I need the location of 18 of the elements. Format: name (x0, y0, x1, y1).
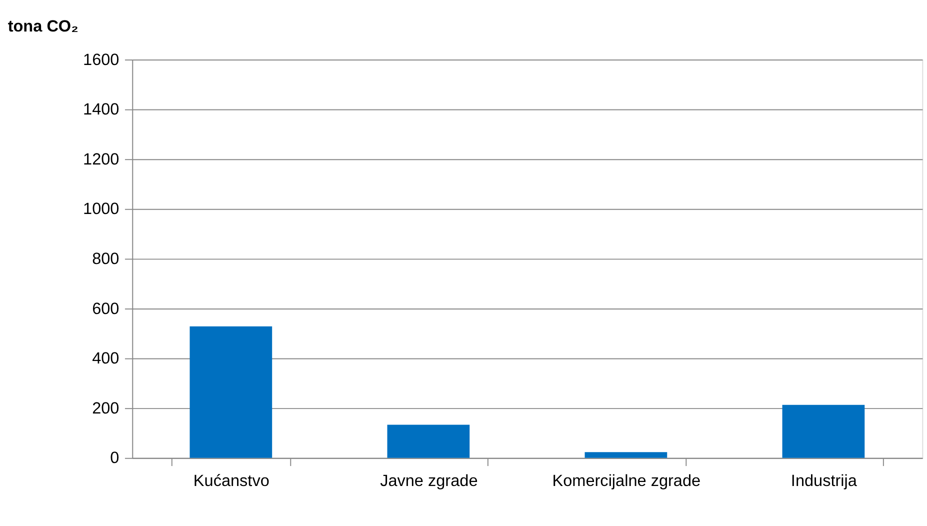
bar (782, 404, 865, 458)
bar (387, 424, 470, 458)
y-tick-label: 1200 (83, 150, 120, 168)
bar (584, 452, 668, 458)
x-tick-label: Komercijalne zgrade (552, 472, 701, 490)
y-tick-label: 0 (110, 449, 120, 468)
y-tick-label: 400 (92, 350, 120, 368)
y-axis-title: tona CO₂ (8, 18, 78, 36)
y-tick-label: 200 (92, 399, 120, 418)
y-tick-label: 800 (92, 250, 120, 268)
y-tick-label: 1400 (83, 100, 120, 119)
y-tick-label: 1000 (83, 200, 120, 218)
x-tick-label: Industrija (790, 472, 858, 490)
bar (190, 326, 272, 458)
x-tick-label: Kućanstvo (193, 472, 270, 490)
y-tick-label: 1600 (83, 50, 120, 69)
y-tick-label: 600 (92, 300, 120, 318)
x-tick-label: Javne zgrade (380, 472, 478, 490)
